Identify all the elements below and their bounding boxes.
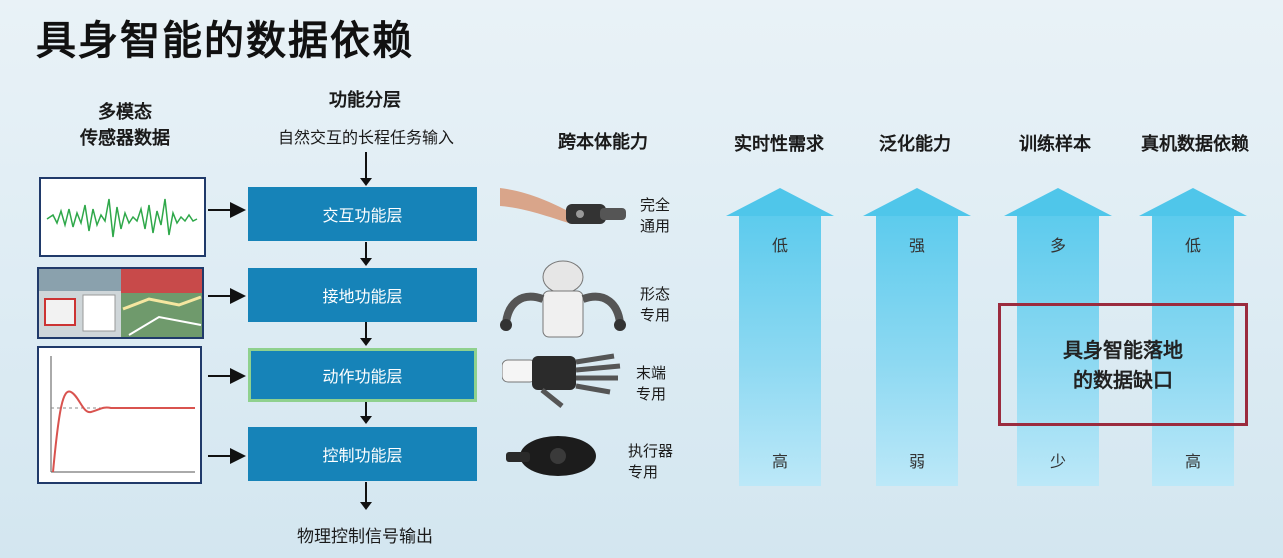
embodiment-label-line: 末端 bbox=[636, 364, 667, 382]
embodiment-label-line: 专用 bbox=[636, 385, 667, 403]
layer-control: 控制功能层 bbox=[248, 427, 477, 481]
column-header-generalization: 泛化能力 bbox=[879, 134, 951, 155]
layer-flow-arrows bbox=[360, 152, 372, 510]
control-output-label: 物理控制信号输出 bbox=[297, 527, 433, 547]
embodiment-label-endeffector: 末端 专用 bbox=[636, 363, 666, 405]
arrow-head bbox=[1004, 188, 1112, 216]
arrow-head bbox=[863, 188, 971, 216]
arrow-real-data: 低 高 bbox=[1131, 188, 1255, 486]
arrow-bottom-label: 高 bbox=[1184, 452, 1201, 471]
arrow-body: 低 高 bbox=[739, 216, 821, 486]
data-gap-line2: 的数据缺口 bbox=[1073, 367, 1173, 392]
embodiment-label-line: 专用 bbox=[628, 463, 659, 481]
embodiment-label-line: 完全 bbox=[640, 196, 671, 214]
page-title: 具身智能的数据依赖 bbox=[36, 18, 414, 64]
step-response-graphic bbox=[50, 356, 195, 473]
column-header-real-data: 真机数据依赖 bbox=[1141, 134, 1249, 155]
layer-interaction: 交互功能层 bbox=[248, 187, 477, 241]
arrow-bottom-label: 少 bbox=[1049, 452, 1066, 471]
arrow-bottom-label: 高 bbox=[771, 452, 788, 471]
robot-hand-image bbox=[502, 353, 621, 408]
arrow-head bbox=[726, 188, 834, 216]
embodiment-label-general: 完全 通用 bbox=[640, 195, 670, 237]
dual-arm-robot-image bbox=[500, 260, 626, 338]
actuator-image bbox=[506, 436, 596, 476]
embodiment-header: 跨本体能力 bbox=[558, 132, 648, 153]
arrow-samples: 多 少 bbox=[996, 188, 1120, 486]
step-response-thumbnail bbox=[37, 346, 202, 484]
embodiment-label-actuator: 执行器 专用 bbox=[628, 441, 673, 483]
column-header-realtime: 实时性需求 bbox=[734, 134, 824, 155]
image-thumbnail bbox=[37, 267, 204, 339]
arrow-bottom-label: 弱 bbox=[908, 452, 925, 471]
arrow-generalization: 强 弱 bbox=[855, 188, 979, 486]
arrow-top-label: 多 bbox=[1049, 236, 1066, 255]
waveform-graphic bbox=[46, 198, 198, 238]
data-gap-line1: 具身智能落地 bbox=[1063, 337, 1183, 362]
embodiment-label-form: 形态 专用 bbox=[640, 284, 670, 326]
embodiment-label-line: 形态 bbox=[640, 285, 671, 303]
function-header: 功能分层 bbox=[329, 90, 401, 111]
arrow-body: 低 高 bbox=[1152, 216, 1234, 486]
sensor-header: 多模态 传感器数据 bbox=[70, 100, 180, 152]
task-input-label: 自然交互的长程任务输入 bbox=[277, 128, 454, 147]
waveform-thumbnail bbox=[39, 177, 206, 257]
handshake-robot-image bbox=[500, 188, 626, 224]
arrow-top-label: 强 bbox=[908, 236, 925, 255]
arrow-body: 强 弱 bbox=[876, 216, 958, 486]
layer-action: 动作功能层 bbox=[248, 348, 477, 402]
arrow-body: 多 少 bbox=[1017, 216, 1099, 486]
data-gap-box: 具身智能落地 的数据缺口 bbox=[998, 303, 1248, 426]
embodiment-label-line: 专用 bbox=[640, 306, 671, 324]
column-header-samples: 训练样本 bbox=[1019, 134, 1091, 155]
embodiment-label-line: 执行器 bbox=[628, 442, 674, 460]
scene-images-graphic bbox=[39, 269, 202, 337]
arrow-top-label: 低 bbox=[1184, 236, 1201, 255]
embodiment-label-line: 通用 bbox=[640, 217, 671, 235]
layer-grounding: 接地功能层 bbox=[248, 268, 477, 322]
arrow-head bbox=[1139, 188, 1247, 216]
arrow-realtime: 低 高 bbox=[718, 188, 842, 486]
sensor-header-line1: 多模态 bbox=[98, 102, 152, 123]
sensor-header-line2: 传感器数据 bbox=[80, 128, 170, 149]
sensor-arrows bbox=[208, 202, 246, 464]
arrow-top-label: 低 bbox=[771, 236, 788, 255]
